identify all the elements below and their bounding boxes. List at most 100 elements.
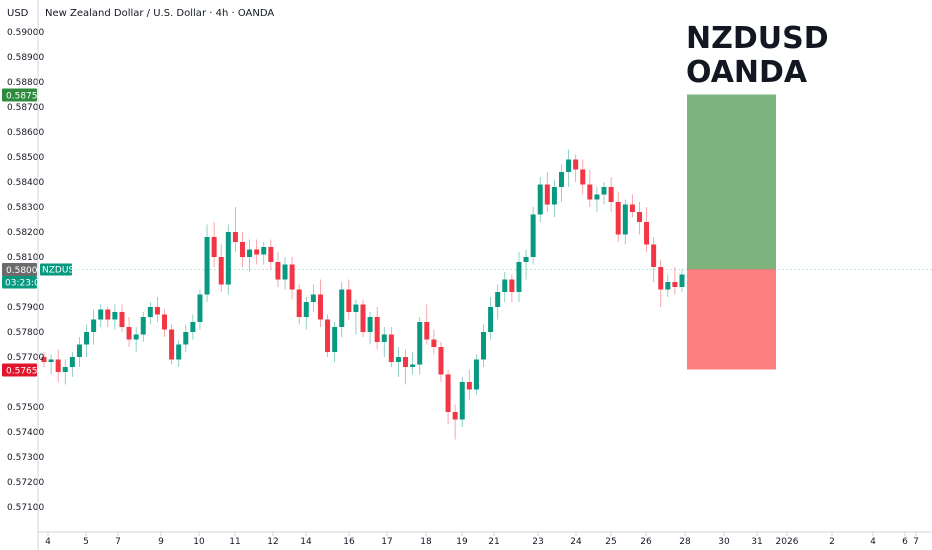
price-axis[interactable]: 0.59000 0.58900 0.58800 0.58700 0.58600 0.585… <box>7 28 44 513</box>
time-tick-label: 16 <box>343 537 355 547</box>
candle <box>665 274 671 297</box>
price-tick-label: 0.58300 <box>7 203 44 213</box>
candle-body <box>204 237 210 295</box>
candle <box>282 257 288 290</box>
candle-body <box>459 382 465 420</box>
candle <box>381 327 387 357</box>
candle-body <box>190 322 196 332</box>
price-tick-label: 0.58700 <box>7 103 44 113</box>
candle <box>495 284 501 320</box>
candle <box>310 284 316 312</box>
candle-body <box>310 294 316 302</box>
candle-body <box>254 249 260 255</box>
candle-body <box>197 294 203 322</box>
price-tick-label: 0.57300 <box>7 453 44 463</box>
candle-body <box>169 329 175 360</box>
candle <box>516 252 522 302</box>
candle-body <box>360 304 366 332</box>
candle-body <box>225 232 231 285</box>
candle <box>537 177 543 222</box>
candle-body <box>91 319 97 332</box>
candle-body <box>438 347 444 375</box>
candle-body <box>183 332 189 345</box>
candle-body <box>346 289 352 312</box>
time-tick-label: 14 <box>300 537 312 547</box>
candle <box>452 404 458 440</box>
candle <box>629 194 635 217</box>
candle-body <box>289 264 295 290</box>
position-tool[interactable] <box>687 94 776 370</box>
candle-body <box>62 367 68 372</box>
candle <box>317 279 323 327</box>
price-tick-label: 0.57900 <box>7 303 44 313</box>
candle-body <box>672 282 678 287</box>
candle <box>48 354 54 375</box>
time-tick-label: 25 <box>605 537 616 547</box>
time-tick-label: 5 <box>83 537 89 547</box>
time-tick-label: 24 <box>570 537 582 547</box>
annotation-line-2[interactable]: OANDA <box>686 55 808 90</box>
candle-body <box>452 412 458 420</box>
time-tick-label: 4 <box>45 537 51 547</box>
candle-body <box>232 232 238 242</box>
candle-body <box>55 359 61 372</box>
candle-body <box>587 184 593 200</box>
candle-body <box>665 282 671 290</box>
candle <box>403 349 409 385</box>
candle <box>473 354 479 395</box>
entry-price-badge: 0.58000 <box>2 263 43 276</box>
candle <box>410 352 416 375</box>
price-tick-label: 0.58600 <box>7 128 44 138</box>
candle-body <box>495 292 501 307</box>
candle <box>247 239 253 272</box>
price-tick-label: 0.57100 <box>7 503 44 513</box>
symbol-label: NZDUSD <box>42 266 81 276</box>
candle-body <box>573 159 579 170</box>
candle-body <box>261 247 267 255</box>
candle-body <box>268 247 274 262</box>
candle <box>466 369 472 400</box>
candle-body <box>417 322 423 365</box>
candle-body <box>651 244 657 267</box>
time-tick-label: 9 <box>158 537 164 547</box>
price-tick-label: 0.57500 <box>7 403 44 413</box>
candle-body <box>112 312 118 320</box>
price-tick-label: 0.57800 <box>7 328 44 338</box>
candles <box>41 149 685 440</box>
candle-body <box>247 249 253 257</box>
target-price-badge: 0.58750 <box>2 88 43 102</box>
price-tick-label: 0.58200 <box>7 228 44 238</box>
candle-body <box>154 307 160 315</box>
candle-body <box>353 304 359 312</box>
candle <box>289 257 295 300</box>
candle <box>62 359 68 385</box>
time-tick-label: 21 <box>488 537 499 547</box>
candle-body <box>282 264 288 280</box>
candle-body <box>566 159 572 172</box>
candle <box>523 249 529 280</box>
candle-body <box>69 357 75 367</box>
candle <box>112 304 118 330</box>
candle <box>197 289 203 330</box>
candle-body <box>580 169 586 185</box>
time-axis[interactable]: 4 5 7 9 10 11 12 14 16 17 18 19 21 23 24 25 26 28 30 31 2026… <box>45 532 919 547</box>
loss-zone[interactable] <box>687 269 776 370</box>
annotation-line-1[interactable]: NZDUSD <box>686 21 829 56</box>
candle-body <box>339 289 345 327</box>
price-tick-label: 0.57400 <box>7 428 44 438</box>
candle <box>119 304 125 332</box>
price-tick-label: 0.58800 <box>7 78 44 88</box>
candle-body <box>537 184 543 215</box>
candle-body <box>133 334 139 340</box>
candle <box>558 164 564 202</box>
currency-label: USD <box>7 8 29 19</box>
candle <box>332 322 338 362</box>
candle-body <box>296 289 302 317</box>
candle-body <box>608 187 614 202</box>
price-tick-label: 0.57200 <box>7 478 44 488</box>
candle-body <box>488 307 494 332</box>
candle <box>608 177 614 212</box>
profit-zone[interactable] <box>687 94 776 270</box>
candle <box>438 342 444 382</box>
